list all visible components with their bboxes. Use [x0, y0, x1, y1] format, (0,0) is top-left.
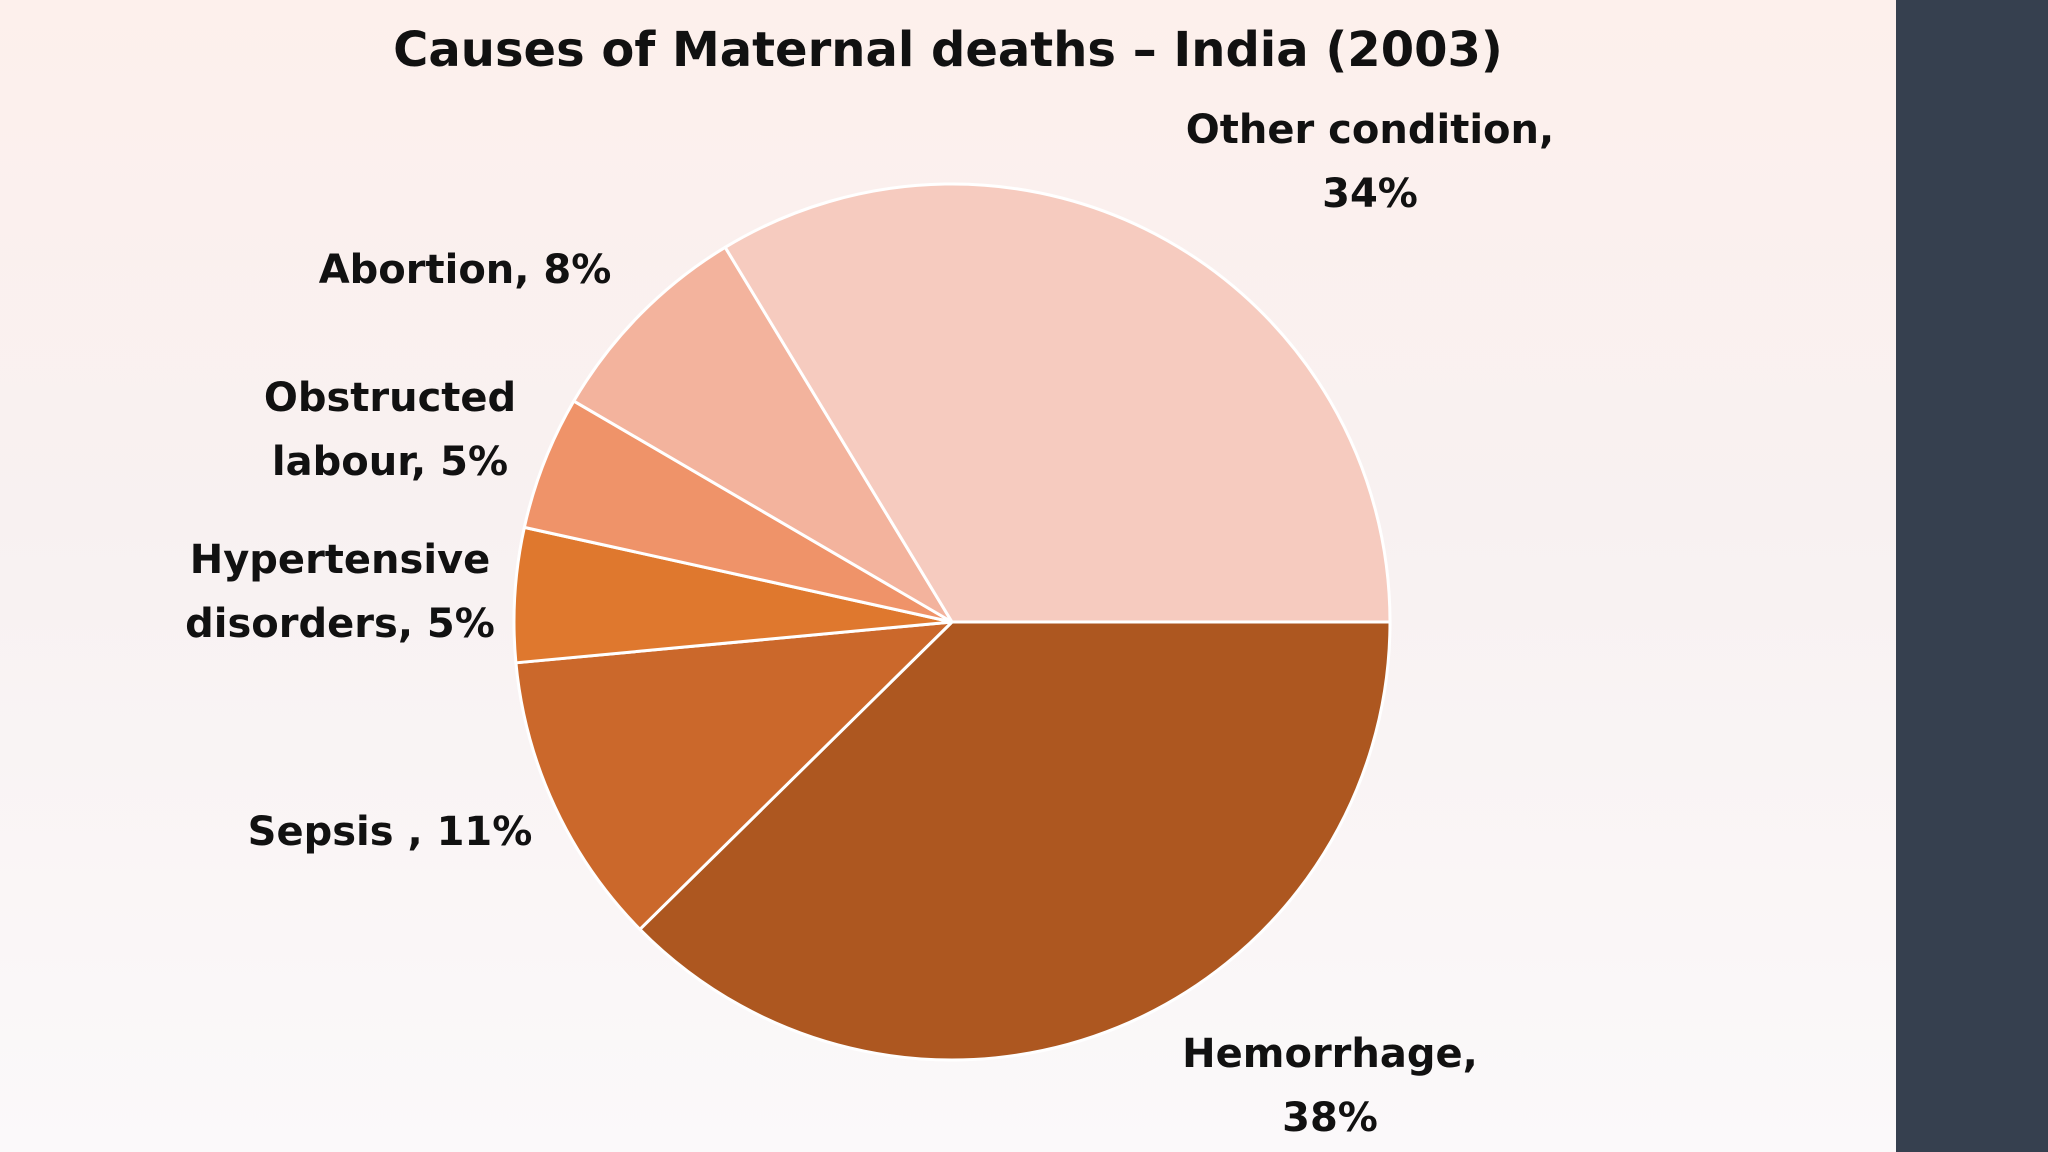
slice-label-abortion-line1: Abortion, 8%: [318, 247, 612, 293]
slice-label-hypertensive-disorders: Hypertensive disorders, 5%: [150, 528, 530, 656]
slice-label-hypertensive-disorders-line2: disorders, 5%: [185, 601, 495, 647]
slice-label-obstructed-labour-line2: labour, 5%: [271, 439, 509, 485]
slide: Causes of Maternal deaths – India (2003)…: [0, 0, 1896, 1152]
pie-slice-other-condition: [723, 182, 1392, 624]
slice-label-hemorrhage-line1: Hemorrhage,: [1182, 1031, 1478, 1077]
slice-label-hemorrhage: Hemorrhage, 38%: [1120, 1022, 1540, 1150]
chart-title: Causes of Maternal deaths – India (2003): [393, 22, 1503, 78]
slice-label-obstructed-labour-line1: Obstructed: [263, 375, 517, 421]
slice-label-sepsis-line1: Sepsis , 11%: [247, 809, 533, 855]
slice-label-abortion: Abortion, 8%: [300, 238, 630, 302]
right-sidebar-panel: [1896, 0, 2048, 1152]
pie-slice-hemorrhage: [638, 620, 1392, 1062]
pie-chart: [512, 182, 1392, 1062]
pie-slice-sepsis: [514, 620, 954, 931]
slice-label-sepsis: Sepsis , 11%: [230, 800, 550, 864]
pie-slice-abortion: [572, 245, 954, 624]
slice-label-other-condition-line1: Other condition,: [1185, 107, 1555, 153]
slice-label-other-condition-line2: 34%: [1322, 171, 1418, 217]
slice-label-other-condition: Other condition, 34%: [1160, 98, 1580, 226]
slice-label-hemorrhage-line2: 38%: [1282, 1095, 1378, 1141]
slice-label-obstructed-labour: Obstructed labour, 5%: [210, 366, 570, 494]
slice-label-hypertensive-disorders-line1: Hypertensive: [189, 537, 491, 583]
